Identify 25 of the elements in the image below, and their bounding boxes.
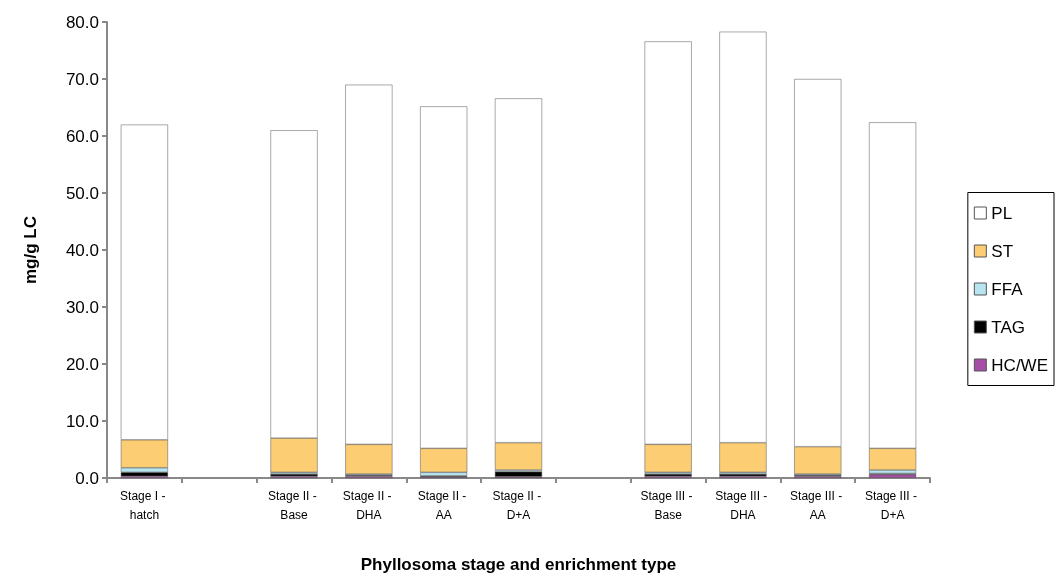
- legend-label: PL: [991, 203, 1013, 223]
- x-tick-label: Stage III - DHA: [715, 488, 771, 522]
- y-tick-label: 10.0: [65, 411, 99, 431]
- x-tick-label: Stage II - DHA: [342, 488, 395, 522]
- y-tick-label: 70.0: [65, 69, 99, 89]
- x-tick-label: Stage III - Base: [640, 488, 696, 522]
- y-tick-label: 60.0: [65, 126, 99, 146]
- x-tick-label: Stage II - Base: [268, 488, 321, 522]
- legend-label: TAG: [991, 317, 1026, 337]
- y-axis-title: mg/g LC: [21, 216, 40, 284]
- x-tick-label: Stage I - hatch: [120, 488, 169, 522]
- y-tick-label: 40.0: [65, 240, 99, 260]
- x-tick-label: Stage III - D+A: [864, 488, 921, 522]
- y-tick-label: 20.0: [65, 354, 99, 374]
- y-tick-label: 80.0: [65, 12, 99, 32]
- x-axis-title: Phyllosoma stage and enrichment type: [360, 555, 677, 574]
- y-tick-label: 50.0: [65, 183, 99, 203]
- legend-label: ST: [991, 241, 1014, 261]
- y-tick-label: 0.0: [75, 468, 99, 488]
- x-tick-label: Stage III - AA: [790, 488, 846, 522]
- x-tick-label: Stage II - D+A: [492, 488, 545, 522]
- legend-label: FFA: [991, 279, 1024, 299]
- y-tick-label: 30.0: [65, 297, 99, 317]
- x-tick-label: Stage II - AA: [417, 488, 470, 522]
- legend-label: HC/WE: [991, 355, 1049, 375]
